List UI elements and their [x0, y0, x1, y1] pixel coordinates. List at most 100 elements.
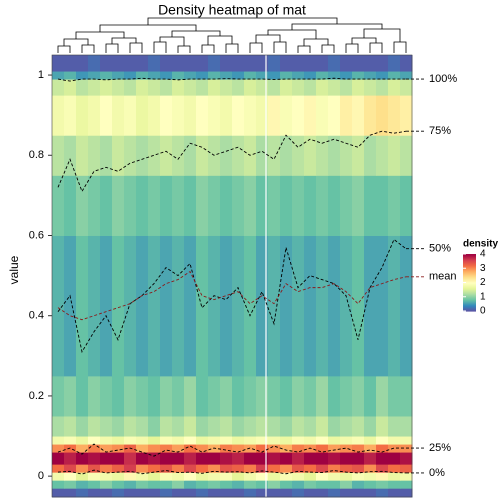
heatmap-cell	[172, 55, 185, 72]
heatmap-cell	[244, 175, 257, 236]
heatmap-cell	[76, 436, 89, 445]
legend-swatch	[463, 255, 476, 258]
heatmap-cell	[328, 79, 341, 96]
heatmap-cell	[160, 480, 173, 489]
heatmap-cell	[220, 472, 233, 481]
heatmap-cell	[88, 175, 101, 236]
heatmap-cell	[172, 71, 185, 80]
heatmap-cell	[136, 472, 149, 481]
heatmap-cell	[232, 235, 245, 377]
heatmap-cell	[196, 175, 209, 236]
legend-swatch	[463, 287, 476, 289]
heatmap-cell	[328, 71, 341, 80]
legend-tick-label: 4	[480, 249, 486, 260]
heatmap-cell	[364, 71, 377, 80]
heatmap-cell	[52, 452, 65, 465]
heatmap-cell	[220, 71, 233, 80]
heatmap-cell	[328, 444, 341, 453]
heatmap-cell	[196, 472, 209, 481]
heatmap-cell	[304, 415, 317, 437]
heatmap-cell	[160, 71, 173, 80]
dendrogram-branch	[153, 41, 167, 53]
heatmap-cell	[244, 488, 257, 498]
heatmap-cell	[136, 464, 149, 473]
heatmap-cell	[148, 480, 161, 489]
legend-swatch	[463, 305, 476, 307]
heatmap-cell	[148, 375, 161, 417]
heatmap-cell	[184, 375, 197, 417]
legend-swatch	[463, 295, 476, 298]
heatmap-cell	[268, 95, 281, 136]
heatmap-cell	[52, 444, 65, 453]
dendrogram-branch	[57, 45, 71, 53]
heatmap-cell	[160, 488, 173, 498]
heatmap-cell	[136, 95, 149, 136]
heatmap-cell	[352, 175, 365, 236]
heatmap-cell	[268, 480, 281, 489]
legend-swatch	[463, 254, 476, 256]
legend-swatch	[463, 266, 476, 268]
heatmap-cell	[316, 444, 329, 453]
legend-swatch	[463, 278, 476, 281]
heatmap-cell	[304, 472, 317, 481]
heatmap-cell	[184, 415, 197, 437]
heatmap-cell	[280, 415, 293, 437]
heatmap-cell	[244, 452, 257, 465]
heatmap-cell	[172, 175, 185, 236]
heatmap-cell	[364, 444, 377, 453]
heatmap-cell	[64, 55, 77, 72]
heatmap-cell	[208, 452, 221, 465]
heatmap-cell	[220, 375, 233, 417]
heatmap-cell	[124, 436, 137, 445]
heatmap-cell	[400, 452, 413, 465]
heatmap-cell	[328, 464, 341, 473]
heatmap-cell	[244, 472, 257, 481]
heatmap-cell	[232, 79, 245, 96]
y-tick-label: 0.4	[29, 310, 44, 322]
heatmap-cell	[112, 452, 125, 465]
heatmap-cell	[76, 135, 89, 176]
heatmap-cell	[76, 452, 89, 465]
legend-swatch	[463, 257, 476, 260]
dendrogram-branch	[129, 42, 143, 53]
dendrogram-branch	[159, 36, 185, 46]
heatmap-cell	[136, 452, 149, 465]
heatmap-cell	[136, 444, 149, 453]
heatmap-cell	[184, 444, 197, 453]
heatmap-cell	[388, 135, 401, 176]
heatmap-cell	[52, 464, 65, 473]
heatmap-cell	[388, 415, 401, 437]
heatmap-cell	[148, 444, 161, 453]
heatmap-cell	[340, 472, 353, 481]
quantile-line	[57, 270, 407, 321]
heatmap-cell	[112, 235, 125, 377]
legend-swatch	[463, 291, 476, 293]
heatmap-cell	[328, 135, 341, 176]
heatmap-cell	[208, 480, 221, 489]
heatmap-cell	[112, 79, 125, 96]
heatmap-cell	[220, 480, 233, 489]
legend-swatch	[463, 264, 476, 266]
heatmap-cell	[316, 488, 329, 498]
heatmap-cell	[64, 71, 77, 80]
heatmap-cell	[328, 436, 341, 445]
heatmap-cell	[304, 235, 317, 377]
y-tick-label: 0.2	[29, 390, 44, 402]
legend-title: density	[463, 239, 498, 250]
heatmap-cell	[196, 79, 209, 96]
heatmap-cell	[388, 71, 401, 80]
heatmap-cell	[196, 452, 209, 465]
heatmap-cell	[304, 71, 317, 80]
dendrogram-branch	[297, 45, 311, 53]
heatmap-cell	[316, 79, 329, 96]
heatmap-cell	[136, 79, 149, 96]
legend-swatch	[463, 276, 476, 279]
heatmap-cell	[100, 71, 113, 80]
heatmap-cell	[376, 135, 389, 176]
legend-swatch	[463, 268, 476, 270]
heatmap-cell	[256, 488, 269, 498]
heatmap-cell	[100, 375, 113, 417]
heatmap-cell	[352, 95, 365, 136]
heatmap-cell	[112, 415, 125, 437]
